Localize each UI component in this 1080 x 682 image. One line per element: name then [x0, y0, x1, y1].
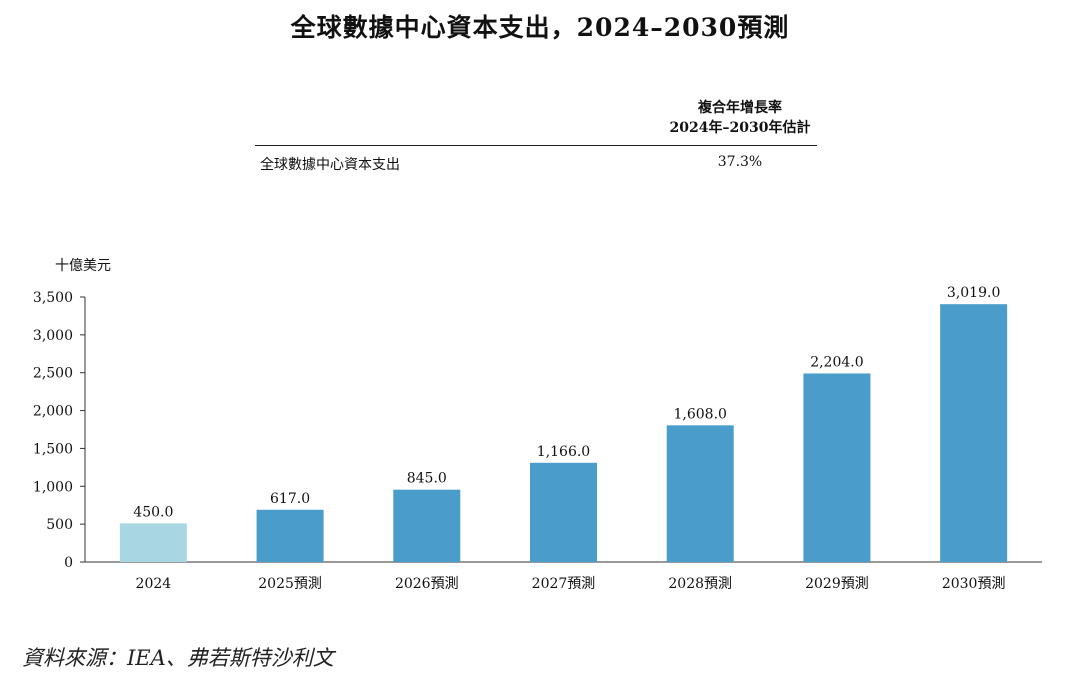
cagr-row-label: 全球數據中心資本支出: [260, 157, 400, 173]
bar: [530, 462, 597, 562]
cagr-header-line1: 複合年增長率: [698, 100, 782, 116]
y-tick-label: 1,000: [33, 479, 73, 495]
cagr-column-header: 複合年增長率 2024年–2030年估計: [640, 98, 840, 138]
bar-value-label: 450.0: [133, 504, 173, 520]
y-tick-label: 0: [64, 555, 73, 571]
bar-chart: 十億美元 05001,0001,5002,0002,5003,0003,500 …: [33, 258, 1042, 592]
y-tick-label: 2,500: [33, 366, 73, 382]
source-note: 資料來源：IEA、弗若斯特沙利文: [22, 646, 334, 670]
bar: [803, 373, 871, 562]
chart-bars: [119, 304, 1008, 562]
chart-axes: 0 500 1,000 1,500 2,000 2,500 3,000 3,500: [33, 290, 1042, 571]
bar: [940, 304, 1008, 562]
x-category-label: 2026預測: [395, 576, 459, 592]
y-tick-label: 2,000: [33, 404, 73, 420]
bar-value-label: 845.0: [407, 471, 447, 487]
cagr-header-line2: 2024年–2030年估計: [669, 120, 811, 136]
bar-value-label: 3,019.0: [947, 285, 1000, 301]
chart-labels: 450.0 2024 617.0 2025預測 845.0 2026預測 1,166.0 20…: [133, 285, 1005, 592]
y-tick-label: 3,500: [33, 290, 73, 306]
bar: [119, 523, 187, 562]
x-category-label: 2027預測: [532, 576, 596, 592]
x-category-label: 2024: [136, 576, 172, 592]
bar: [256, 509, 324, 562]
cagr-divider: [255, 145, 817, 146]
x-category-label: 2029預測: [805, 576, 869, 592]
bar: [666, 425, 734, 562]
bar-value-label: 1,166.0: [537, 444, 590, 460]
x-category-label: 2030預測: [942, 576, 1006, 592]
cagr-row-value: 37.3%: [717, 154, 763, 170]
bar: [393, 489, 461, 562]
bar-value-label: 617.0: [270, 491, 310, 507]
x-category-label: 2028預測: [668, 576, 732, 592]
bar-value-label: 2,204.0: [810, 354, 863, 370]
bar-value-label: 1,608.0: [673, 406, 726, 422]
y-tick-label: 1,500: [33, 441, 73, 457]
y-axis-unit-label: 十億美元: [55, 258, 111, 274]
x-category-label: 2025預測: [258, 576, 322, 592]
chart-title: 全球數據中心資本支出，2024–2030預測: [290, 13, 790, 42]
y-tick-label: 3,000: [33, 328, 73, 344]
y-tick-label: 500: [46, 517, 73, 533]
